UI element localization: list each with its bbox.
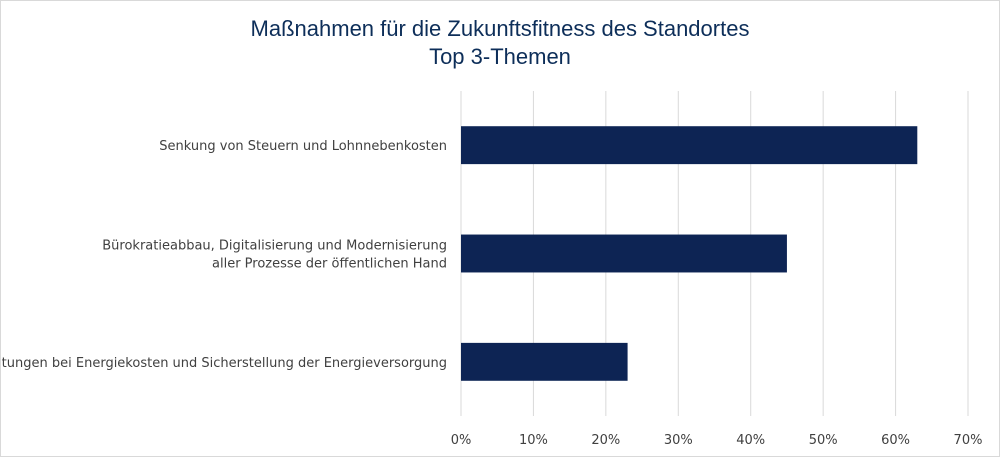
category-label: Senkung von Steuern und Lohnnebenkosten [159,139,447,154]
x-tick-label: 10% [519,433,548,448]
bars [461,126,918,381]
category-labels: Senkung von Steuern und Lohnnebenkosten B… [1,139,447,371]
x-tick-label: 30% [664,433,693,448]
x-tick-label: 0% [451,433,472,448]
category-label: Bürokratieabbau, Digitalisierung und Mod… [102,239,447,254]
bar [461,342,628,381]
x-tick-label: 60% [881,433,910,448]
category-label: Entlastungen bei Energiekosten und Siche… [1,356,447,371]
x-tick-label: 50% [809,433,838,448]
bar [461,126,918,165]
x-tick-label: 40% [736,433,765,448]
bar [461,234,787,273]
chart-title: Maßnahmen für die Zukunftsfitness des St… [251,16,750,41]
chart-subtitle: Top 3-Themen [429,44,571,69]
x-tick-label: 70% [954,433,983,448]
category-label: aller Prozesse der öffentlichen Hand [212,257,447,272]
x-axis-tick-labels: 0% 10% 20% 30% 40% 50% 60% 70% [451,433,983,448]
x-tick-label: 20% [591,433,620,448]
